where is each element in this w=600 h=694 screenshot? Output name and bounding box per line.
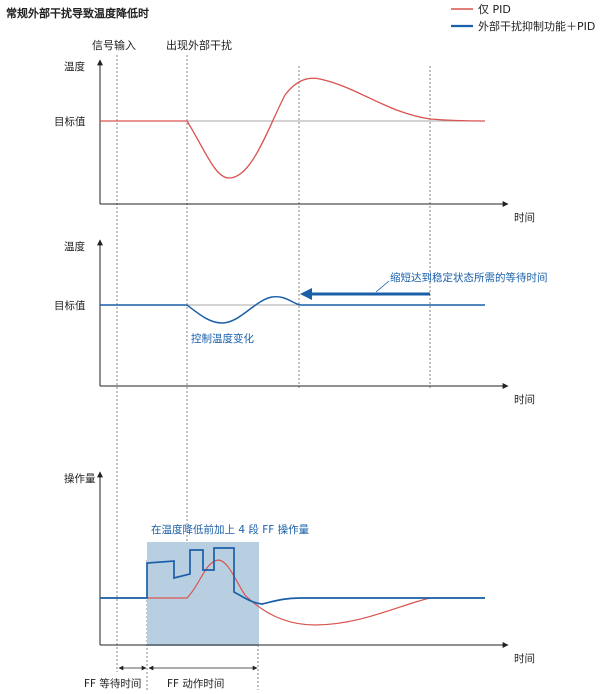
panel1-x-label: 时间 [514, 211, 535, 224]
panel2-y-label: 温度 [64, 240, 85, 253]
diagram-title: 常规外部干扰导致温度降低时 [6, 6, 149, 20]
ff-action-label: FF 动作时间 [167, 677, 224, 690]
panel2-ff-curve [100, 295, 485, 324]
panel2-x-label: 时间 [514, 393, 535, 406]
panel-3: 操作量 时间 在温度降低前加上 4 段 FF 操作量 FF 等待时间 FF 动作… [64, 471, 535, 690]
panel-1: 温度 目标值 时间 [54, 59, 535, 224]
panel1-target-label: 目标值 [54, 115, 86, 128]
panel1-y-label: 温度 [64, 60, 85, 73]
panel2-control-annotation: 控制温度变化 [191, 332, 254, 345]
panel3-ff-curve [100, 547, 485, 605]
panel3-y-label: 操作量 [64, 472, 96, 485]
legend-label-ff-pid: 外部干扰抑制功能＋PID [478, 19, 595, 33]
panel2-wait-arrow-head [300, 288, 312, 300]
ff-wait-label: FF 等待时间 [84, 677, 141, 690]
panel3-ff-annotation: 在温度降低前加上 4 段 FF 操作量 [151, 523, 310, 536]
panel1-pid-curve [100, 77, 486, 179]
signal-input-label: 信号输入 [92, 38, 136, 52]
panel2-target-label: 目标值 [54, 299, 86, 312]
panel2-wait-annotation: 缩短达到稳定状态所需的等待时间 [390, 271, 548, 284]
panel3-x-label: 时间 [514, 652, 535, 665]
panel2-wait-leader [375, 280, 390, 293]
disturbance-label: 出现外部干扰 [166, 38, 232, 52]
legend: 仅 PID 外部干扰抑制功能＋PID [451, 3, 595, 33]
panel-2: 温度 目标值 时间 控制温度变化 缩短达到稳定状态所需的等待时间 [54, 239, 548, 406]
legend-label-pid-only: 仅 PID [478, 3, 511, 16]
